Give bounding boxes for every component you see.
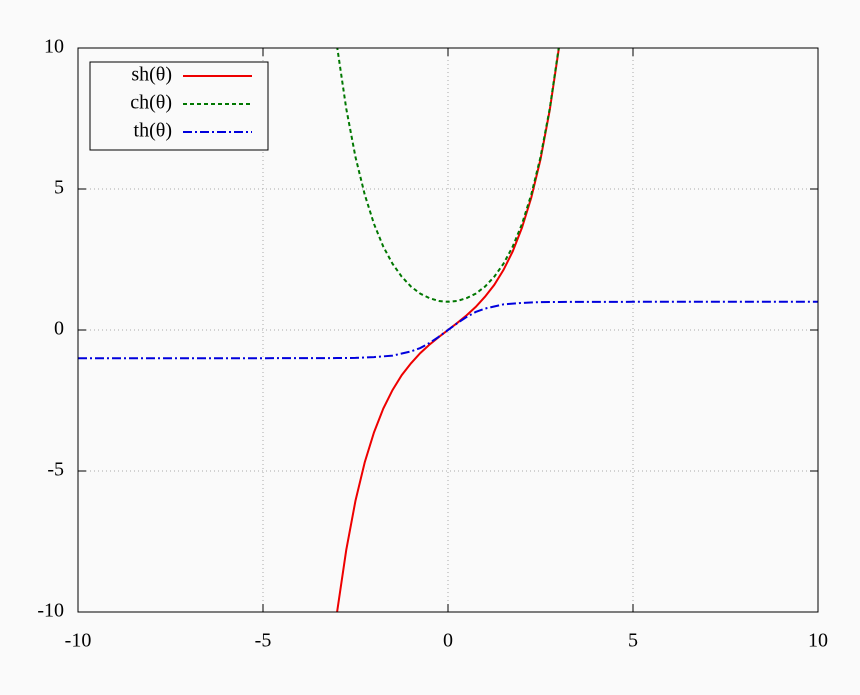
x-tick-label: 0 — [443, 630, 453, 652]
legend-label: ch(θ) — [130, 92, 172, 114]
series-line — [336, 48, 560, 303]
x-tick-label: 10 — [808, 630, 828, 652]
y-tick-label: 10 — [44, 36, 64, 58]
plot-border — [77, 47, 819, 613]
legend-label: sh(θ) — [131, 64, 172, 86]
series-line — [78, 300, 818, 360]
plot-area — [78, 48, 818, 612]
y-tick-label: 5 — [54, 177, 64, 199]
y-tick-label: -10 — [37, 600, 64, 622]
x-tick-label: -10 — [65, 630, 92, 652]
y-tick-label: -5 — [47, 459, 64, 481]
x-tick-label: -5 — [255, 630, 272, 652]
x-tick-label: 5 — [628, 630, 638, 652]
legend-label: th(θ) — [134, 120, 172, 142]
legend: sh(θ) ch(θ) th(θ) — [89, 61, 269, 151]
y-tick-label: 0 — [54, 318, 64, 340]
